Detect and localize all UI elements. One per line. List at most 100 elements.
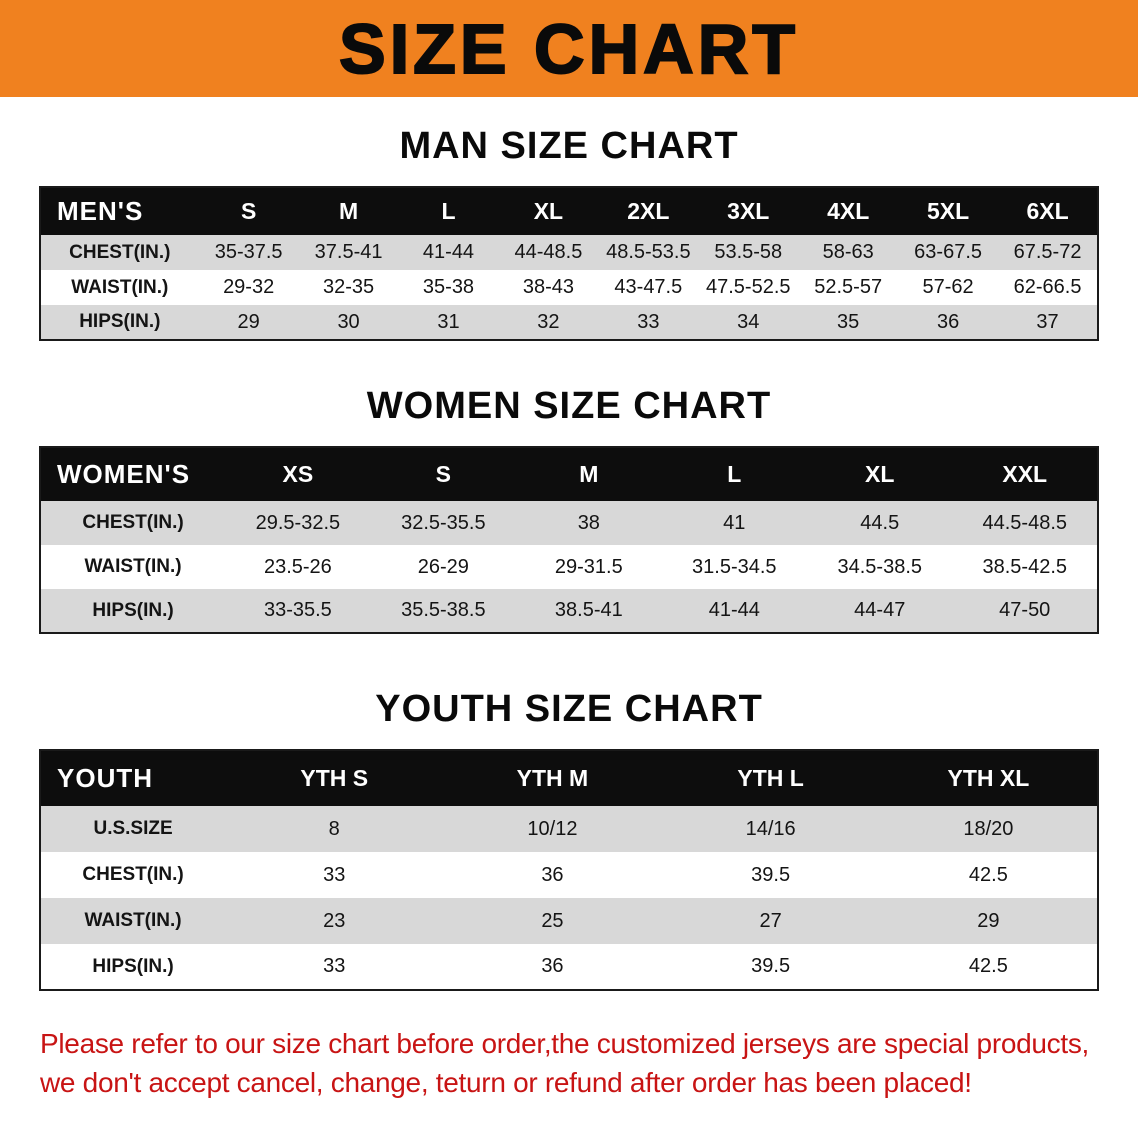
row-label: HIPS(IN.) <box>92 599 174 621</box>
disclaimer-line-2: we don't accept cancel, change, teturn o… <box>40 1066 972 1098</box>
table-cell: 53.5-58 <box>714 241 783 263</box>
table-cell: 29 <box>237 310 260 333</box>
table-cell: 39.5 <box>751 955 791 977</box>
row-label: WAIST(IN.) <box>71 276 169 298</box>
size-column-header: 3XL <box>698 187 799 235</box>
table-cell: 43-47.5 <box>614 276 683 298</box>
table-cell: 38-43 <box>522 276 574 298</box>
table-corner-label: YOUTH <box>40 750 226 806</box>
table-cell: 18/20 <box>963 817 1014 840</box>
table-cell: 41 <box>723 511 746 534</box>
women-size-table: WOMEN'S XS S M L XL XXL CHEST(IN.) 29.5-32.5 32.5… <box>39 446 1099 634</box>
table-cell: 35-38 <box>422 276 475 298</box>
table-cell: 25 <box>541 909 564 932</box>
size-column-header: YTH M <box>443 750 662 806</box>
size-column-header: M <box>298 187 399 235</box>
table-cell: 38.5-41 <box>554 599 623 621</box>
youth-size-table: YOUTH YTH S YTH M YTH L YTH XL U.S.SIZE 8 10/12… <box>39 749 1099 991</box>
row-label: CHEST(IN.) <box>82 512 184 533</box>
row-label: U.S.SIZE <box>93 818 173 839</box>
size-column-header: XL <box>807 447 953 501</box>
table-cell: 44.5-48.5 <box>982 511 1067 534</box>
table-cell: 32 <box>537 310 560 333</box>
table-row: U.S.SIZE 8 10/12 14/16 18/20 <box>40 806 1098 852</box>
size-column-header: S <box>370 447 517 501</box>
table-cell: 8 <box>328 817 340 840</box>
table-cell: 35-37.5 <box>214 241 283 263</box>
table-cell: 38.5-42.5 <box>982 555 1067 578</box>
table-cell: 44-47 <box>854 599 906 621</box>
table-cell: 48.5-53.5 <box>606 241 691 263</box>
table-cell: 33 <box>637 310 660 333</box>
disclaimer-line-1: Please refer to our size chart before or… <box>40 1028 1090 1059</box>
table-row: CHEST(IN.) 35-37.5 37.5-41 41-44 44-48.5 48.5… <box>40 235 1098 270</box>
table-header-row: YOUTH YTH S YTH M YTH L YTH XL <box>40 750 1098 806</box>
men-section-heading: MAN SIZE CHART <box>399 125 739 167</box>
table-cell: 33 <box>323 863 346 886</box>
size-column-header: L <box>661 447 808 501</box>
table-row: HIPS(IN.) 29 30 31 32 33 34 35 36 37 <box>40 305 1098 340</box>
table-cell: 27 <box>759 909 782 932</box>
table-cell: 41-44 <box>708 599 760 621</box>
row-label: HIPS(IN.) <box>79 311 161 332</box>
table-header-row: WOMEN'S XS S M L XL XXL <box>40 447 1098 501</box>
table-cell: 37.5-41 <box>314 241 383 263</box>
size-column-header: 6XL <box>998 187 1098 235</box>
table-cell: 67.5-72 <box>1013 241 1082 263</box>
women-size-section: WOMEN SIZE CHART WOMEN'S XS S M L XL XXL CHEST(… <box>0 385 1138 634</box>
table-cell: 31 <box>437 310 460 333</box>
size-column-header: YTH S <box>225 750 444 806</box>
table-cell: 36 <box>541 955 564 977</box>
size-column-header: 4XL <box>798 187 899 235</box>
table-row: WAIST(IN.) 23 25 27 29 <box>40 898 1098 944</box>
table-corner-label: WOMEN'S <box>40 447 226 501</box>
disclaimer-note: Please refer to our size chart before or… <box>40 1025 1138 1102</box>
table-cell: 47-50 <box>999 599 1051 621</box>
table-cell: 42.5 <box>968 863 1008 886</box>
table-cell: 39.5 <box>751 863 791 886</box>
table-cell: 36 <box>936 310 960 333</box>
table-cell: 23 <box>323 909 346 932</box>
table-cell: 29-32 <box>223 276 275 298</box>
table-cell: 52.5-57 <box>814 276 883 298</box>
banner: SIZE CHART <box>0 0 1138 97</box>
table-cell: 29-31.5 <box>554 555 623 578</box>
table-cell: 30 <box>337 310 360 333</box>
table-header-row: MEN'S S M L XL 2XL 3XL 4XL 5XL 6XL <box>40 187 1098 235</box>
table-cell: 33 <box>323 955 346 977</box>
size-column-header: M <box>516 447 662 501</box>
table-cell: 62-66.5 <box>1013 276 1082 298</box>
size-column-header: XL <box>498 187 599 235</box>
men-size-table: MEN'S S M L XL 2XL 3XL 4XL 5XL 6XL CHEST(IN.) 35-37… <box>39 186 1099 341</box>
table-cell: 38 <box>577 511 600 534</box>
table-cell: 14/16 <box>745 817 796 840</box>
row-label: WAIST(IN.) <box>84 556 182 577</box>
size-column-header: XS <box>225 447 371 501</box>
table-cell: 10/12 <box>527 817 578 840</box>
row-label: HIPS(IN.) <box>92 955 174 977</box>
table-cell: 58-63 <box>822 241 874 263</box>
women-section-heading: WOMEN SIZE CHART <box>366 385 772 427</box>
table-cell: 23.5-26 <box>263 555 332 578</box>
table-row: HIPS(IN.) 33-35.5 35.5-38.5 38.5-41 41-44 44-… <box>40 589 1098 633</box>
page-title: SIZE CHART <box>338 9 799 88</box>
table-cell: 32.5-35.5 <box>401 511 486 534</box>
table-cell: 36 <box>541 863 564 886</box>
table-cell: 34.5-38.5 <box>837 555 922 578</box>
table-cell: 57-62 <box>922 276 974 298</box>
size-column-header: 2XL <box>598 187 699 235</box>
row-label: CHEST(IN.) <box>82 864 184 885</box>
size-column-header: 5XL <box>898 187 999 235</box>
table-row: WAIST(IN.) 29-32 32-35 35-38 38-43 43-47.5 47.… <box>40 270 1098 305</box>
table-cell: 33-35.5 <box>263 599 332 621</box>
size-column-header: YTH L <box>661 750 880 806</box>
row-label: CHEST(IN.) <box>69 241 171 263</box>
table-row: CHEST(IN.) 33 36 39.5 42.5 <box>40 852 1098 898</box>
youth-size-section: YOUTH SIZE CHART YOUTH YTH S YTH M YTH L YTH… <box>0 688 1138 991</box>
size-chart-page: SIZE CHART MAN SIZE CHART MEN'S S M L XL 2XL 3… <box>0 0 1138 1102</box>
table-cell: 34 <box>737 310 760 333</box>
table-cell: 31.5-34.5 <box>692 555 777 578</box>
table-cell: 35.5-38.5 <box>401 599 486 621</box>
youth-section-heading: YOUTH SIZE CHART <box>375 688 763 730</box>
table-cell: 29 <box>977 909 1000 932</box>
